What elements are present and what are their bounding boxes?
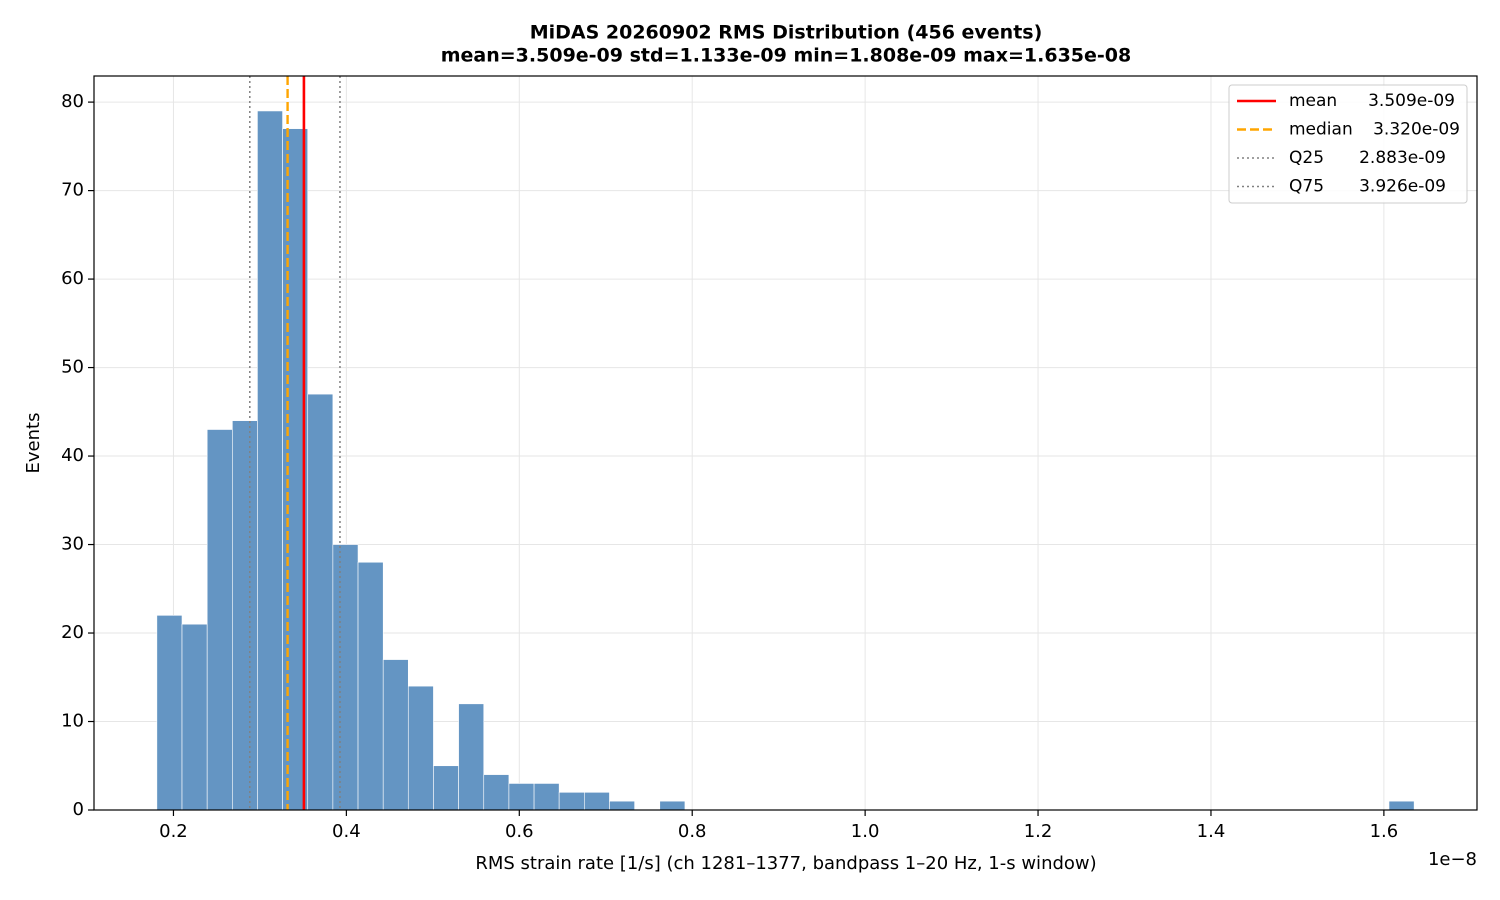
y-tick-label: 50: [61, 357, 84, 378]
x-tick-label: 0.8: [678, 821, 707, 842]
chart-title: MiDAS 20260902 RMS Distribution (456 eve…: [530, 22, 1043, 44]
legend-value: 3.320e-09: [1373, 120, 1460, 140]
bar: [181, 623, 208, 811]
y-tick-label: 40: [61, 445, 84, 466]
x-tick-label: 0.4: [332, 821, 361, 842]
legend-value: 3.926e-09: [1359, 177, 1446, 197]
legend-box: [1228, 84, 1468, 204]
y-tick-label: 30: [61, 534, 84, 555]
y-tick-label: 70: [61, 180, 84, 201]
bar: [307, 393, 334, 811]
bar: [584, 792, 610, 811]
bar: [508, 783, 535, 811]
chart-subtitle: mean=3.509e-09 std=1.133e-09 min=1.808e-…: [441, 45, 1132, 67]
bar: [558, 792, 585, 811]
x-tick-label: 1.4: [1197, 821, 1226, 842]
x-tick-label: 1.6: [1370, 821, 1399, 842]
bar: [1388, 800, 1415, 811]
bar: [407, 685, 434, 811]
bar: [232, 420, 258, 811]
bar: [483, 774, 510, 811]
plot-frame: [93, 75, 1478, 811]
legend-value: 2.883e-09: [1359, 148, 1446, 168]
bar: [332, 544, 359, 811]
x-tick-label: 0.6: [505, 821, 534, 842]
bar: [357, 561, 384, 811]
y-tick-label: 20: [61, 622, 84, 643]
bar: [257, 110, 283, 811]
y-axis-label: Events: [23, 413, 44, 474]
bar: [206, 429, 233, 811]
legend-label: median: [1289, 120, 1353, 140]
bar: [533, 783, 560, 811]
y-tick-label: 60: [61, 268, 84, 289]
y-tick-label: 80: [61, 91, 84, 112]
bar: [433, 765, 459, 811]
legend-label: mean: [1289, 91, 1337, 111]
bar: [382, 659, 409, 811]
bar: [609, 800, 635, 811]
x-offset-label: 1e−8: [1428, 849, 1477, 870]
x-tick-label: 1.2: [1024, 821, 1053, 842]
x-tick-label: 1.0: [851, 821, 880, 842]
bar: [659, 800, 686, 811]
x-tick-label: 0.2: [159, 821, 188, 842]
legend-label: Q75: [1289, 177, 1324, 197]
y-tick-label: 10: [61, 711, 84, 732]
legend-value: 3.509e-09: [1368, 91, 1455, 111]
legend: mean 3.509e-09 median 3.320e-09 Q25 2.883e-09…: [1228, 84, 1468, 204]
bar: [156, 615, 183, 811]
bar: [458, 703, 485, 811]
legend-label: Q25: [1289, 148, 1324, 168]
x-axis-label: RMS strain rate [1/s] (ch 1281–1377, ban…: [475, 853, 1096, 874]
y-tick-label: 0: [73, 799, 84, 820]
